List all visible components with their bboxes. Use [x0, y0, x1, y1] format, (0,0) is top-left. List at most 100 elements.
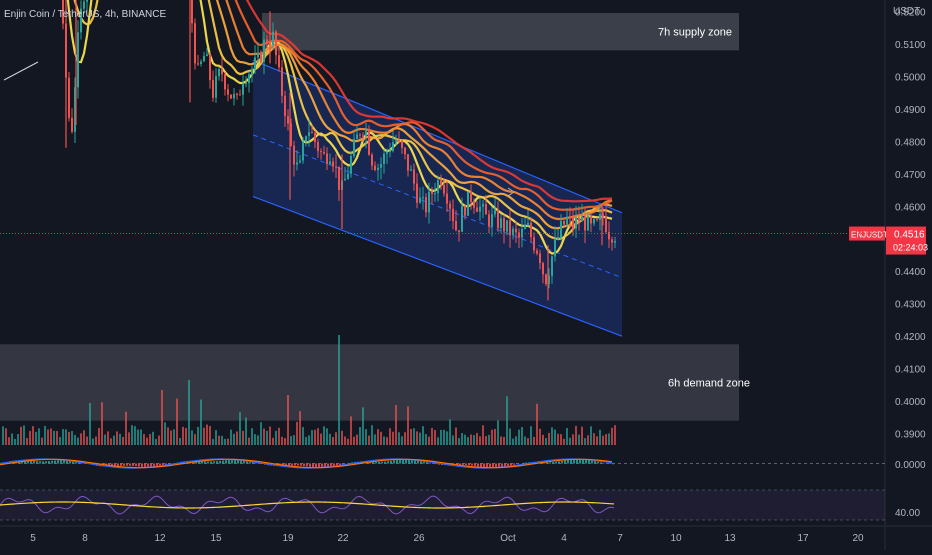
candle[interactable] — [263, 39, 265, 61]
candle[interactable] — [260, 53, 262, 62]
candle[interactable] — [353, 139, 355, 156]
candle[interactable] — [197, 63, 199, 64]
candle[interactable] — [560, 221, 562, 237]
candle[interactable] — [593, 219, 595, 223]
candle[interactable] — [563, 221, 565, 224]
candle[interactable] — [200, 62, 202, 64]
candle[interactable] — [380, 164, 382, 168]
candle[interactable] — [410, 169, 412, 170]
candle[interactable] — [392, 142, 394, 151]
candle[interactable] — [479, 207, 481, 212]
candle[interactable] — [443, 185, 445, 194]
candle[interactable] — [407, 154, 409, 171]
candle[interactable] — [497, 210, 499, 228]
candle[interactable] — [572, 217, 574, 229]
candle[interactable] — [377, 168, 379, 170]
candle[interactable] — [245, 83, 247, 84]
candle[interactable] — [449, 204, 451, 209]
candle[interactable] — [581, 217, 583, 221]
candle[interactable] — [611, 239, 613, 242]
candle[interactable] — [584, 217, 586, 231]
candle[interactable] — [209, 54, 211, 80]
candle[interactable] — [437, 180, 439, 193]
candle[interactable] — [68, 78, 70, 118]
candle[interactable] — [608, 232, 610, 239]
candle[interactable] — [458, 230, 460, 232]
candle[interactable] — [518, 232, 520, 237]
candle[interactable] — [440, 180, 442, 185]
candle[interactable] — [557, 237, 559, 239]
candle[interactable] — [371, 155, 373, 166]
candle[interactable] — [320, 151, 322, 152]
candle[interactable] — [590, 216, 592, 223]
candle[interactable] — [470, 192, 472, 202]
candle[interactable] — [218, 69, 220, 76]
candle[interactable] — [389, 151, 391, 152]
candle[interactable] — [242, 84, 244, 95]
candle[interactable] — [248, 74, 250, 83]
candle[interactable] — [233, 94, 235, 98]
candle[interactable] — [317, 142, 319, 151]
candle[interactable] — [293, 146, 295, 165]
candle[interactable] — [335, 167, 337, 168]
candle[interactable] — [329, 162, 331, 165]
candle[interactable] — [368, 130, 370, 155]
candle[interactable] — [338, 167, 340, 190]
candle[interactable] — [251, 69, 253, 75]
candle[interactable] — [446, 194, 448, 204]
candle[interactable] — [374, 166, 376, 170]
candle[interactable] — [467, 192, 469, 216]
candle[interactable] — [386, 152, 388, 154]
candle[interactable] — [86, 0, 88, 2]
candle[interactable] — [347, 174, 349, 179]
candle[interactable] — [308, 132, 310, 136]
candle[interactable] — [206, 54, 208, 56]
candle[interactable] — [191, 0, 193, 23]
candle[interactable] — [254, 57, 256, 68]
candle[interactable] — [404, 148, 406, 154]
candle[interactable] — [362, 135, 364, 136]
candle[interactable] — [221, 69, 223, 74]
candle[interactable] — [227, 89, 229, 94]
candle[interactable] — [287, 116, 289, 123]
candle[interactable] — [77, 32, 79, 87]
candle[interactable] — [578, 218, 580, 222]
candle[interactable] — [587, 216, 589, 230]
candle[interactable] — [239, 95, 241, 96]
candle[interactable] — [575, 218, 577, 229]
candle[interactable] — [482, 204, 484, 207]
candle[interactable] — [305, 136, 307, 142]
candle[interactable] — [284, 96, 286, 116]
candle[interactable] — [542, 263, 544, 274]
candle[interactable] — [614, 241, 616, 243]
candle[interactable] — [476, 208, 478, 212]
candle[interactable] — [326, 154, 328, 164]
candle[interactable] — [512, 229, 514, 235]
demand-zone[interactable] — [0, 344, 739, 420]
candle[interactable] — [428, 192, 430, 213]
candle[interactable] — [554, 239, 556, 257]
candle[interactable] — [539, 254, 541, 264]
candle[interactable] — [224, 74, 226, 89]
candle[interactable] — [350, 156, 352, 174]
candle[interactable] — [455, 221, 457, 230]
candle[interactable] — [365, 130, 367, 136]
candle[interactable] — [569, 217, 571, 218]
candle[interactable] — [530, 223, 532, 237]
candle[interactable] — [416, 184, 418, 203]
candle[interactable] — [332, 162, 334, 167]
candle[interactable] — [296, 162, 298, 164]
candle[interactable] — [506, 220, 508, 231]
candle[interactable] — [203, 56, 205, 62]
candle[interactable] — [230, 95, 232, 99]
candle[interactable] — [344, 179, 346, 180]
candle[interactable] — [398, 140, 400, 141]
candle[interactable] — [215, 76, 217, 98]
candle[interactable] — [515, 229, 517, 233]
candle[interactable] — [545, 274, 547, 284]
candle[interactable] — [434, 193, 436, 194]
candle[interactable] — [281, 67, 283, 95]
candle[interactable] — [431, 192, 433, 194]
candle[interactable] — [536, 250, 538, 253]
